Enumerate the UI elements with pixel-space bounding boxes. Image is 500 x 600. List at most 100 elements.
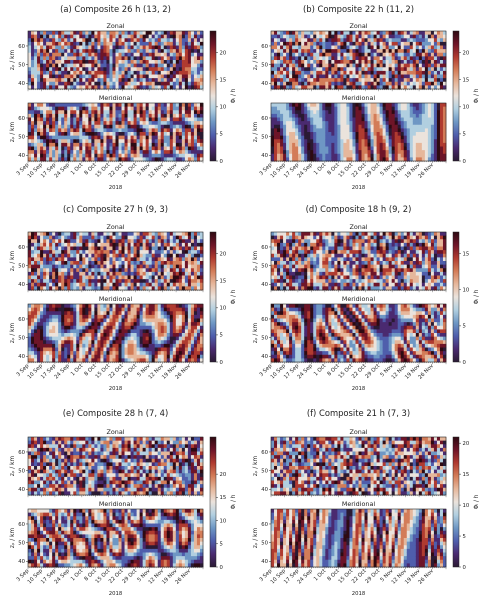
heatmap-cell — [115, 271, 119, 276]
heatmap-cell — [355, 31, 359, 36]
heatmap-cell — [79, 106, 83, 111]
heatmap-cell — [418, 49, 423, 54]
heatmap-cell — [196, 150, 201, 155]
heatmap-cell — [178, 110, 183, 115]
heatmap-cell — [148, 135, 153, 140]
heatmap-cell — [130, 142, 135, 147]
heatmap-cell — [271, 153, 275, 158]
heatmap-cell — [415, 52, 420, 57]
heatmap-cell — [328, 121, 332, 126]
heatmap-cell — [58, 268, 62, 273]
heatmap-cell — [130, 106, 135, 111]
heatmap-cell — [163, 286, 168, 291]
heatmap-cell — [421, 31, 426, 36]
heatmap-cell — [136, 34, 141, 39]
heatmap-cell — [418, 60, 423, 65]
heatmap-cell — [136, 135, 141, 140]
heatmap-cell — [97, 271, 101, 276]
heatmap-cell — [103, 132, 107, 137]
heatmap-cell — [112, 268, 116, 273]
heatmap-cell — [394, 67, 399, 72]
heatmap-cell — [43, 142, 47, 147]
heatmap-cell — [418, 70, 423, 75]
heatmap-cell — [421, 124, 426, 129]
heatmap-cell — [355, 106, 359, 111]
heatmap-cell — [154, 63, 159, 68]
heatmap-cell — [58, 52, 62, 57]
heatmap-cell — [91, 150, 95, 155]
heatmap-cell — [433, 52, 438, 57]
heatmap-cell — [73, 279, 77, 284]
heatmap-cell — [121, 239, 125, 244]
heatmap-cell — [184, 128, 189, 133]
heatmap-cell — [286, 106, 290, 111]
heatmap-cell — [424, 121, 429, 126]
heatmap-cell — [31, 56, 35, 61]
heatmap-cell — [277, 45, 281, 50]
heatmap-cell — [82, 139, 86, 144]
heatmap-cell — [52, 117, 56, 122]
heatmap-cell — [148, 124, 153, 129]
heatmap-cell — [49, 78, 53, 83]
heatmap-cell — [103, 34, 107, 39]
heatmap-cell — [310, 110, 314, 115]
heatmap-cell — [46, 85, 50, 90]
heatmap-cell — [118, 246, 122, 251]
heatmap-cell — [424, 113, 429, 118]
heatmap-cell — [184, 67, 189, 72]
heatmap-cell — [100, 52, 104, 57]
heatmap-cell — [28, 110, 32, 115]
heatmap-cell — [277, 81, 281, 86]
heatmap-cell — [274, 135, 278, 140]
heatmap-cell — [331, 110, 335, 115]
heatmap-cell — [64, 261, 68, 266]
heatmap-cell — [145, 157, 150, 162]
heatmap-cells — [28, 31, 204, 90]
heatmap-cell — [43, 282, 47, 287]
heatmap-cell — [436, 121, 441, 126]
heatmap-cell — [160, 157, 165, 162]
heatmap-cell — [316, 103, 320, 108]
heatmap-cell — [118, 253, 122, 258]
heatmap-cell — [349, 70, 353, 75]
heatmap-cell — [292, 113, 296, 118]
colorbar-tick-label: 10 — [463, 105, 470, 111]
heatmap-cell — [121, 235, 125, 240]
heatmap-cell — [82, 257, 86, 262]
heatmap-cell — [355, 60, 359, 65]
heatmap-cell — [106, 74, 110, 79]
heatmap-cell — [388, 78, 393, 83]
x-tick-label: 29 Oct — [364, 162, 381, 179]
heatmap-cell — [442, 67, 447, 72]
heatmap-cell — [148, 132, 153, 137]
heatmap-cell — [352, 38, 356, 43]
heatmap-cell — [418, 56, 423, 61]
heatmap-cell — [370, 121, 374, 126]
heatmap-cell — [361, 132, 365, 137]
heatmap-cell — [418, 124, 423, 129]
heatmap-cell — [418, 85, 423, 90]
heatmap-cell — [109, 271, 113, 276]
heatmap-cell — [133, 142, 138, 147]
heatmap-cell — [334, 153, 338, 158]
heatmap-cell — [37, 85, 41, 90]
heatmap-cell — [337, 157, 341, 162]
heatmap-cell — [331, 153, 335, 158]
heatmap-cell — [124, 124, 128, 129]
heatmap-cell — [385, 49, 390, 54]
heatmap-cell — [334, 78, 338, 83]
heatmap-cell — [388, 135, 393, 140]
heatmap-cell — [187, 67, 192, 72]
heatmap-cell — [109, 124, 113, 129]
heatmap-cell — [79, 103, 83, 108]
heatmap-cell — [373, 85, 378, 90]
heatmap-cell — [55, 121, 59, 126]
heatmap-cell — [124, 56, 128, 61]
heatmap-cell — [319, 31, 323, 36]
heatmap-cell — [154, 135, 159, 140]
heatmap-cell — [52, 31, 56, 36]
heatmap-cell — [76, 60, 80, 65]
heatmap-cell — [397, 67, 402, 72]
heatmap-cell — [115, 275, 119, 280]
